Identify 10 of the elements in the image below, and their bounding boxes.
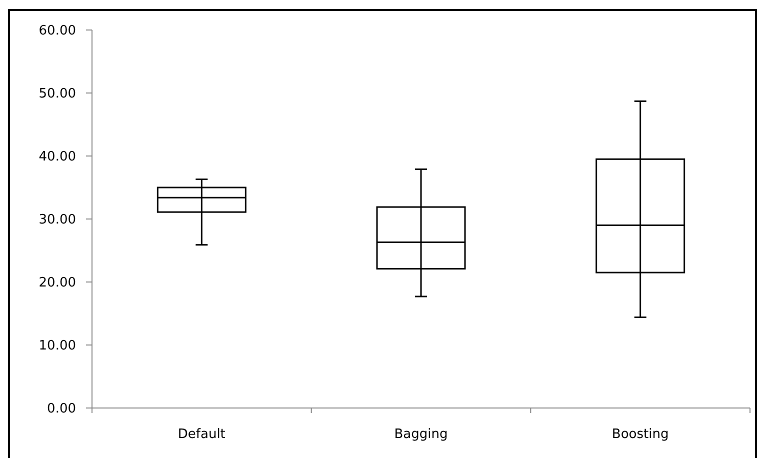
y-tick-label: 60.00 [38, 24, 76, 39]
y-tick-label: 40.00 [38, 150, 76, 165]
x-tick-label: Boosting [612, 427, 669, 442]
y-tick-label: 30.00 [38, 212, 76, 228]
y-tick-label: 0.00 [47, 402, 76, 417]
y-tick-label: 10.00 [38, 338, 76, 354]
y-tick-label: 50.00 [38, 86, 76, 102]
y-tick-label: 20.00 [38, 276, 76, 291]
x-tick-label: Bagging [394, 427, 448, 442]
x-tick-label: Default [178, 427, 226, 442]
